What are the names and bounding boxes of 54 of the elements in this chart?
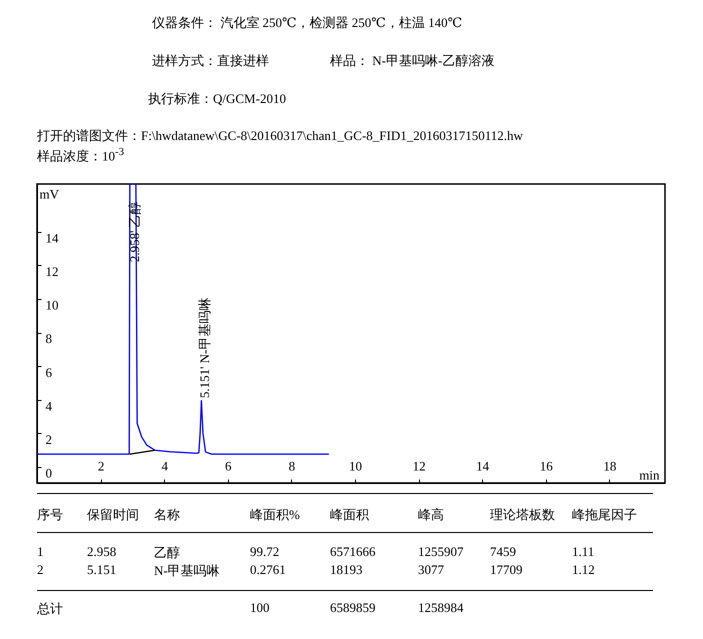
- y-tick-label: 4: [46, 398, 52, 414]
- text: 执行标准：Q/GCM-2010: [148, 90, 286, 108]
- y-tick-label: 2: [46, 432, 52, 447]
- text: 保留时间: [87, 506, 139, 524]
- text: 99.72: [250, 544, 280, 560]
- text: 打开的谱图文件：F:\hwdatanew\GC-8\20160317\chan1_GC-8_FID1_20160317150112.hw: [37, 127, 523, 145]
- text: 1258984: [418, 600, 464, 616]
- x-tick-label: 12: [412, 458, 426, 474]
- x-tick-label: 18: [603, 458, 616, 474]
- text: 6571666: [330, 544, 376, 560]
- text: 峰面积%: [250, 506, 300, 524]
- x-tick-label: 2: [98, 458, 104, 474]
- y-tick-label: 0: [46, 466, 52, 481]
- text: 100: [250, 600, 270, 616]
- text: 0.2761: [250, 562, 286, 578]
- text: 18193: [330, 562, 362, 578]
- text: 1.11: [572, 544, 594, 560]
- y-tick-label: 6: [46, 364, 52, 380]
- annotation: 2.958' 乙醇: [127, 201, 142, 262]
- x-axis-title: min: [639, 468, 660, 482]
- y-tick-label: 10: [46, 298, 58, 313]
- text: 名称: [154, 506, 180, 524]
- text: 1255907: [418, 544, 464, 560]
- x-tick-label: 16: [540, 458, 554, 474]
- text: 6589859: [330, 600, 376, 616]
- text: 总计: [37, 600, 63, 618]
- text: 样品浓度：10$^{-3}$: [37, 146, 124, 166]
- text: 17709: [490, 562, 522, 578]
- x-tick-label: 8: [288, 458, 296, 474]
- y-tick-label: 12: [46, 264, 58, 279]
- x-tick-label: 14: [476, 458, 490, 474]
- x-tick-label: 4: [161, 458, 168, 474]
- text: 仪器条件： 汽化室 250℃，检测器 250℃，柱温 140℃: [152, 14, 462, 32]
- text: 峰拖尾因子: [572, 506, 637, 524]
- text: 2.958: [87, 544, 116, 560]
- text: 峰高: [418, 506, 444, 524]
- text: 进样方式：直接进样: [152, 52, 269, 70]
- text: 峰面积: [330, 506, 369, 524]
- text: 3077: [418, 562, 444, 578]
- y-tick-label: 14: [46, 230, 59, 246]
- text: 乙醇: [154, 544, 180, 562]
- text: N-甲基吗啉: [154, 562, 220, 580]
- text: 1: [37, 544, 44, 560]
- text: 5.151: [87, 562, 116, 578]
- text: 7459: [490, 544, 516, 560]
- x-tick-label: 6: [225, 458, 232, 474]
- annotation: 5.151' N-甲基吗啉: [196, 298, 212, 398]
- text: 理论塔板数: [490, 506, 555, 524]
- x-tick-label: 10: [348, 458, 362, 474]
- y-tick-label: 8: [46, 331, 52, 346]
- text: 序号: [37, 506, 63, 524]
- y-axis-title: mV: [40, 186, 60, 202]
- text: 样品： N-甲基吗啉-乙醇溶液: [330, 52, 494, 70]
- text: 1.12: [572, 562, 595, 578]
